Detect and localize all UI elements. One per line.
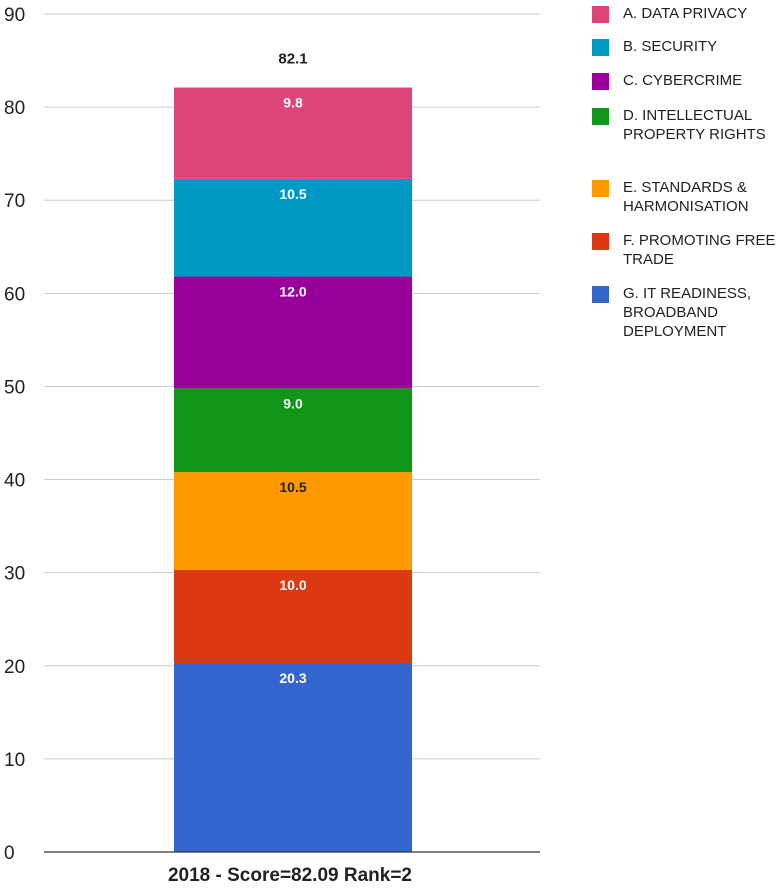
bar-total-label: 82.1 xyxy=(278,51,307,68)
segment-value-label: 10.0 xyxy=(279,577,306,593)
legend-swatch xyxy=(592,39,609,56)
bar-segment xyxy=(174,388,412,473)
bar-segments xyxy=(174,87,412,852)
legend-item-promoting-free-trade: F. PROMOTING FREE TRADE xyxy=(592,231,778,269)
legend-label: B. SECURITY xyxy=(623,38,718,55)
legend-label: C. CYBERCRIME xyxy=(623,72,743,89)
legend-label: E. STANDARDS & HARMONISATION xyxy=(623,179,749,215)
segment-value-label: 9.0 xyxy=(283,395,303,411)
segment-value-label: 10.5 xyxy=(279,186,306,202)
y-tick-label: 90 xyxy=(4,5,25,26)
y-tick-label: 30 xyxy=(4,564,25,585)
segment-value-label: 12.0 xyxy=(279,284,306,300)
x-axis-category-label: 2018 - Score=82.09 Rank=2 xyxy=(168,865,412,886)
legend-item-cybercrime: C. CYBERCRIME xyxy=(592,71,778,90)
bar-segment xyxy=(174,87,412,179)
legend-item-security: B. SECURITY xyxy=(592,37,778,56)
legend-swatch xyxy=(592,180,609,197)
y-tick-label: 20 xyxy=(4,657,25,678)
legend-item-standards-harmonisation: E. STANDARDS & HARMONISATION xyxy=(592,178,778,216)
y-tick-label: 0 xyxy=(4,843,15,864)
y-tick-label: 60 xyxy=(4,284,25,305)
stacked-bar-chart: 0 10 20 30 40 50 60 70 80 90 20.3 10.0 10.5 9.0 12.0 1… xyxy=(4,5,540,886)
y-tick-label: 50 xyxy=(4,377,25,398)
legend-item-data-privacy: A. DATA PRIVACY xyxy=(592,4,778,23)
y-tick-label: 40 xyxy=(4,471,25,492)
legend-swatch xyxy=(592,108,609,125)
segment-value-label: 10.5 xyxy=(279,479,306,495)
legend-label: G. IT READINESS, BROADBAND DEPLOYMENT xyxy=(623,285,752,340)
y-tick-label: 10 xyxy=(4,750,25,771)
legend-swatch xyxy=(592,73,609,90)
bar-segment xyxy=(174,178,412,277)
bar-segment xyxy=(174,472,412,570)
legend-item-intellectual-property-rights: D. INTELLECTUAL PROPERTY RIGHTS xyxy=(592,106,778,144)
y-tick-label: 80 xyxy=(4,98,25,119)
legend-swatch xyxy=(592,286,609,303)
legend-swatch xyxy=(592,233,609,250)
bar-segment xyxy=(174,662,412,852)
y-tick-label: 70 xyxy=(4,191,25,212)
segment-value-label: 9.8 xyxy=(283,95,303,111)
segment-value-labels: 20.3 10.0 10.5 9.0 12.0 10.5 9.8 xyxy=(279,95,306,686)
segment-value-label: 20.3 xyxy=(279,670,306,686)
bar-segment xyxy=(174,569,412,663)
legend-label: A. DATA PRIVACY xyxy=(623,5,748,22)
bar-segment xyxy=(174,276,412,389)
legend-item-it-readiness-broadband-deployment: G. IT READINESS, BROADBAND DEPLOYMENT xyxy=(592,284,778,341)
y-axis-tick-labels: 0 10 20 30 40 50 60 70 80 90 xyxy=(4,5,25,864)
legend-swatch xyxy=(592,6,609,23)
legend-label: F. PROMOTING FREE TRADE xyxy=(623,232,776,268)
legend-label: D. INTELLECTUAL PROPERTY RIGHTS xyxy=(623,107,766,143)
